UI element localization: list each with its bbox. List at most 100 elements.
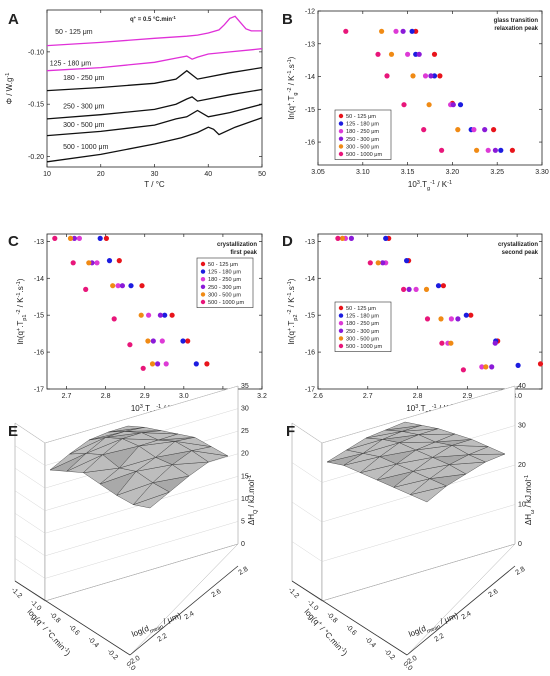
text-part: / kJ.mol xyxy=(247,480,256,510)
z-tick-label: 5 xyxy=(241,518,245,525)
data-point xyxy=(155,361,161,367)
text-part: Φ / W.g xyxy=(5,78,14,105)
text-part: log(d xyxy=(130,624,150,639)
text-part: / K xyxy=(287,75,296,88)
y-tick-label: 2.8 xyxy=(515,566,527,577)
data-point xyxy=(339,235,345,241)
y-tick-label: -0.15 xyxy=(28,102,44,109)
panel-a: 10 20 30 40 50 -0.20 -0.15 -0.10 50 - 125 μm 125 … xyxy=(5,9,266,189)
plot-frame xyxy=(46,233,263,390)
legend-label: 180 - 250 μm xyxy=(208,277,241,283)
text-part: ) xyxy=(287,278,296,281)
data-point xyxy=(111,316,117,322)
y-tick-label: -0.20 xyxy=(28,154,44,161)
text-part: / K xyxy=(435,180,448,189)
data-point xyxy=(404,258,410,264)
wall-grid-line xyxy=(14,513,46,534)
data-point xyxy=(140,365,146,371)
data-point xyxy=(401,286,407,292)
data-point xyxy=(401,102,407,108)
text-part: -1 xyxy=(287,71,293,76)
text-part: / °C.min xyxy=(317,623,344,652)
text-part: / kJ.mol xyxy=(524,480,533,510)
x-tick-label: 3.2 xyxy=(257,393,267,400)
data-point xyxy=(76,235,82,241)
legend-label: 125 - 180 μm xyxy=(346,122,379,128)
surface-facet xyxy=(452,439,489,447)
legend-marker xyxy=(338,113,344,119)
panel-b: 3.05 3.10 3.15 3.20 3.25 3.30-16-15-14-13-125… xyxy=(287,9,549,193)
text-part: -1 xyxy=(247,475,253,480)
wall-grid-line xyxy=(14,490,46,511)
z-tick-label: 20 xyxy=(241,451,249,458)
legend-box xyxy=(196,257,254,308)
wall-grid-line xyxy=(44,498,239,557)
z-axis-label: ΔHω / kJ.mol-1 xyxy=(524,475,536,525)
text-part: -2 xyxy=(287,309,293,314)
data-point xyxy=(157,312,163,318)
data-point xyxy=(119,283,125,289)
text-part: -2 xyxy=(287,88,293,93)
x-tick-label: 20 xyxy=(97,171,105,178)
data-point xyxy=(450,102,456,108)
x-tick-label: 50 xyxy=(258,171,266,178)
text-part: .s xyxy=(287,64,296,70)
text-part: mean xyxy=(426,624,441,635)
legend-marker xyxy=(200,299,206,305)
text-part: -1 xyxy=(430,180,435,186)
legend-label: 50 - 125 μm xyxy=(346,306,376,312)
data-point xyxy=(71,235,77,241)
data-point xyxy=(413,28,419,34)
data-point xyxy=(479,364,485,370)
data-point xyxy=(138,312,144,318)
panel-letter: E xyxy=(8,423,18,440)
text-part: -1 xyxy=(447,180,452,186)
data-point xyxy=(139,283,145,289)
text-part: -2 xyxy=(16,309,22,314)
y-tick-label: -15 xyxy=(305,313,315,320)
data-point xyxy=(457,102,464,108)
data-point xyxy=(416,51,422,57)
legend-label: 250 - 300 μm xyxy=(346,329,379,335)
text-part: 10 xyxy=(408,180,417,189)
data-point xyxy=(384,73,390,79)
data-point xyxy=(431,51,438,57)
data-point xyxy=(393,28,399,34)
back-wall-left xyxy=(14,422,46,602)
data-point xyxy=(110,283,116,289)
x-tick-label: -0.6 xyxy=(67,623,81,637)
text-part: / °C.min xyxy=(40,623,67,652)
data-point xyxy=(180,338,186,344)
y-tick-label: 2.6 xyxy=(211,588,223,599)
x-tick-label: 2.9 xyxy=(140,393,150,400)
y-axis-label: ln(q+.Tp1-2 / K-1.s-1) xyxy=(16,278,28,344)
x-tick-label: 3.10 xyxy=(356,169,370,176)
text-part: .T xyxy=(143,404,150,413)
text-part: ω xyxy=(530,509,536,514)
y-tick-label: -16 xyxy=(34,350,44,357)
wall-grid-line xyxy=(44,385,239,444)
y-tick-label: -14 xyxy=(305,276,315,283)
y-axis-line xyxy=(406,565,516,656)
data-point xyxy=(163,361,169,367)
data-point xyxy=(482,127,488,133)
text-part: + xyxy=(317,621,324,627)
data-point xyxy=(128,283,134,289)
x-tick-label: -0.8 xyxy=(325,611,339,625)
y-tick-label: -13 xyxy=(305,41,315,48)
y-tick-label: -13 xyxy=(34,239,44,246)
data-point xyxy=(348,235,354,241)
text-part: / μm) xyxy=(160,611,183,627)
surface-facet xyxy=(158,433,195,441)
legend-marker xyxy=(338,313,344,318)
text-part: 10 xyxy=(131,404,140,413)
surface-facet xyxy=(125,427,162,432)
data-point xyxy=(115,283,121,289)
x-tick-label: 2.8 xyxy=(413,393,423,400)
data-point xyxy=(483,364,489,370)
text-part: -1 xyxy=(287,59,293,64)
y-tick-label: -16 xyxy=(305,350,315,357)
x-tick-label: 2.6 xyxy=(313,393,323,400)
text-part: .T xyxy=(287,321,296,328)
text-part: -1 xyxy=(62,646,70,654)
